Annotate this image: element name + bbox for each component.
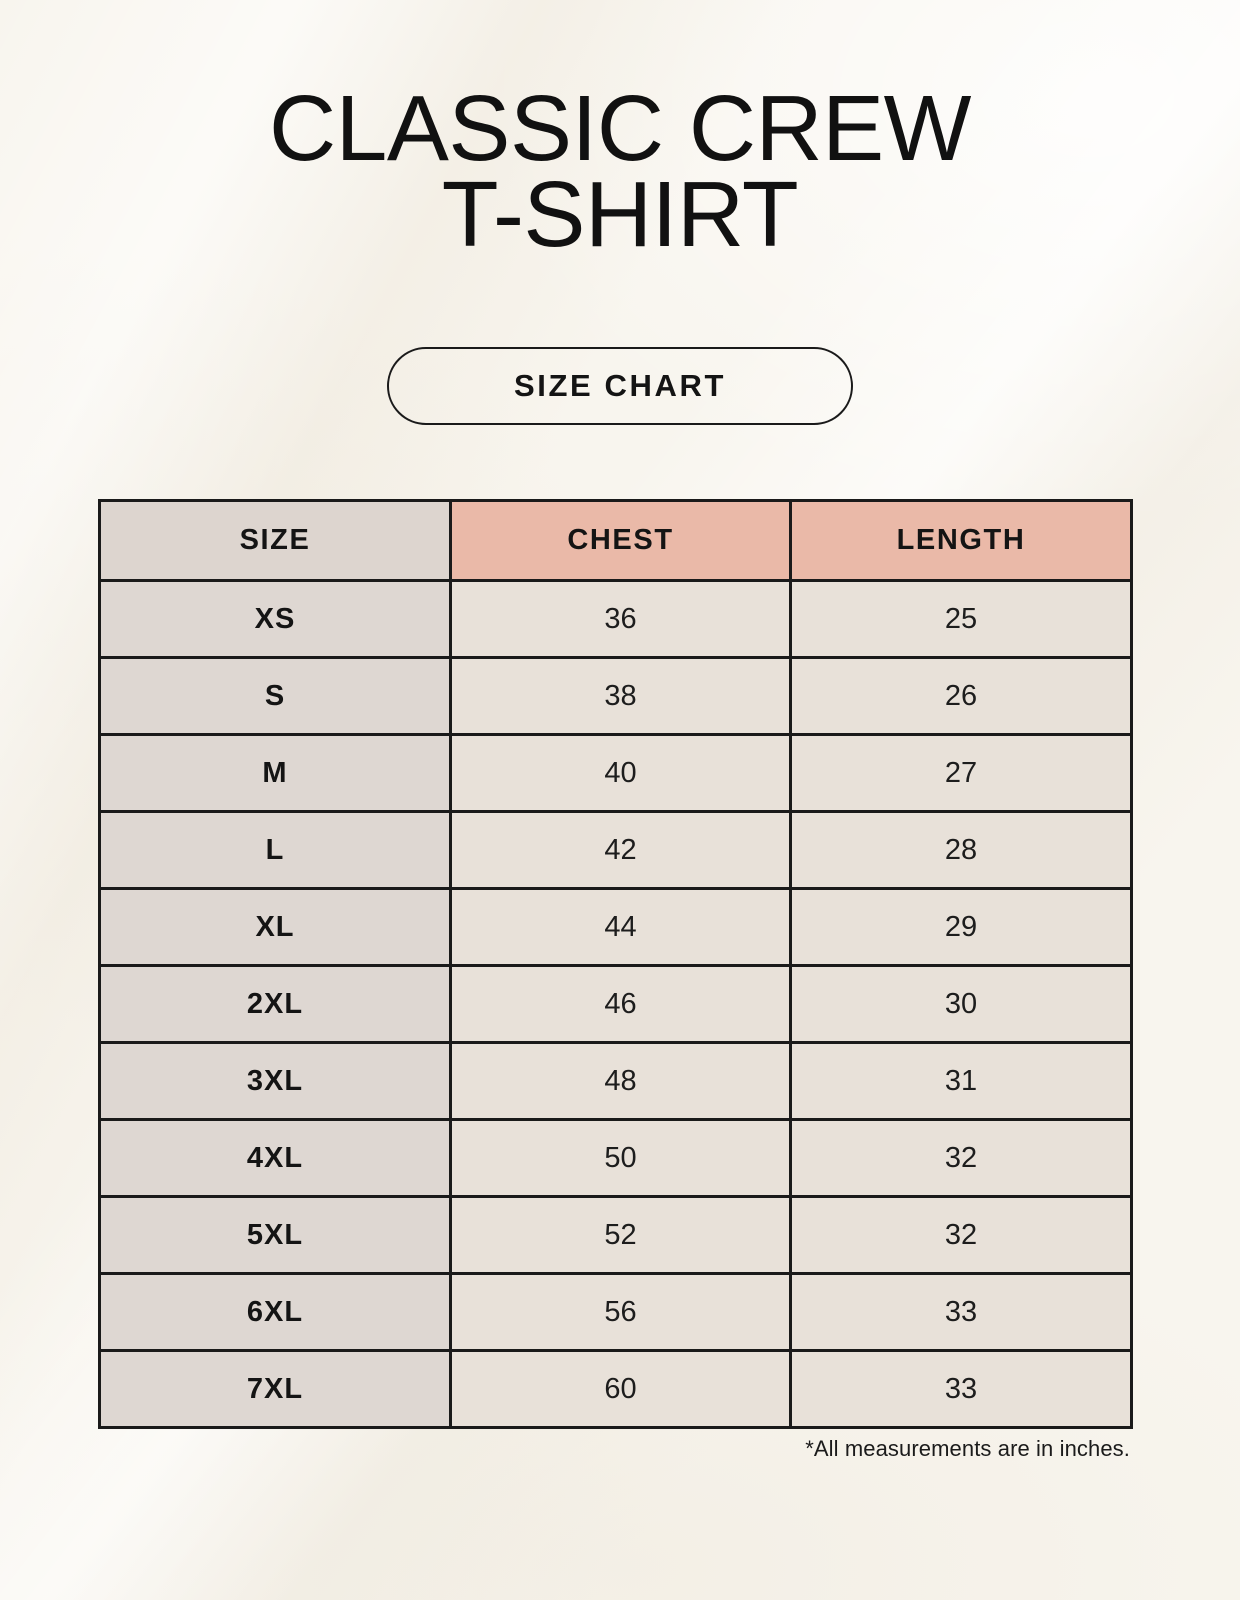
measurement-footnote: *All measurements are in inches.: [805, 1436, 1130, 1461]
cell-chest: 50: [449, 1118, 792, 1198]
table-row: 7XL 60 33: [98, 1349, 1133, 1429]
cell-length: 33: [789, 1349, 1133, 1429]
cell-size: 6XL: [98, 1272, 452, 1352]
size-table-container: SIZE CHEST LENGTH XS 36 25 S 38 26 M 40 27 L 42 28 X…: [98, 499, 1133, 1429]
table-row: 5XL 52 32: [98, 1195, 1133, 1275]
table-row: M 40 27: [98, 733, 1133, 813]
cell-size: M: [98, 733, 452, 813]
cell-length: 31: [789, 1041, 1133, 1121]
cell-chest: 42: [449, 810, 792, 890]
size-chart-badge-label: SIZE CHART: [514, 368, 726, 404]
cell-length: 25: [789, 579, 1133, 659]
cell-chest: 52: [449, 1195, 792, 1275]
size-table-body: XS 36 25 S 38 26 M 40 27 L 42 28 XL 44 29 2XL 46 30 3XL 48 3…: [98, 579, 1133, 1429]
cell-length: 30: [789, 964, 1133, 1044]
cell-length: 32: [789, 1118, 1133, 1198]
size-table-head: SIZE CHEST LENGTH: [98, 499, 1133, 582]
cell-chest: 56: [449, 1272, 792, 1352]
cell-size: 7XL: [98, 1349, 452, 1429]
table-row: XS 36 25: [98, 579, 1133, 659]
cell-size: 5XL: [98, 1195, 452, 1275]
cell-chest: 38: [449, 656, 792, 736]
table-row: 4XL 50 32: [98, 1118, 1133, 1198]
cell-size: L: [98, 810, 452, 890]
cell-chest: 60: [449, 1349, 792, 1429]
cell-size: S: [98, 656, 452, 736]
cell-size: XS: [98, 579, 452, 659]
table-row: 3XL 48 31: [98, 1041, 1133, 1121]
size-table: SIZE CHEST LENGTH XS 36 25 S 38 26 M 40 27 L 42 28 X…: [98, 499, 1133, 1429]
cell-size: 2XL: [98, 964, 452, 1044]
column-header-size: SIZE: [98, 499, 452, 582]
title-block: CLASSIC CREW T-SHIRT: [0, 0, 1240, 266]
page-title: CLASSIC CREW T-SHIRT: [269, 76, 971, 266]
cell-chest: 48: [449, 1041, 792, 1121]
column-header-length: LENGTH: [789, 499, 1133, 582]
column-header-chest: CHEST: [449, 499, 792, 582]
size-chart-badge: SIZE CHART: [387, 347, 853, 426]
cell-chest: 46: [449, 964, 792, 1044]
cell-length: 29: [789, 887, 1133, 967]
cell-length: 33: [789, 1272, 1133, 1352]
cell-length: 28: [789, 810, 1133, 890]
cell-chest: 40: [449, 733, 792, 813]
cell-length: 32: [789, 1195, 1133, 1275]
table-row: L 42 28: [98, 810, 1133, 890]
cell-length: 27: [789, 733, 1133, 813]
table-row: 6XL 56 33: [98, 1272, 1133, 1352]
badge-container: SIZE CHART: [0, 347, 1240, 426]
cell-chest: 44: [449, 887, 792, 967]
table-row: S 38 26: [98, 656, 1133, 736]
table-row: 2XL 46 30: [98, 964, 1133, 1044]
cell-chest: 36: [449, 579, 792, 659]
table-header-row: SIZE CHEST LENGTH: [98, 499, 1133, 582]
table-row: XL 44 29: [98, 887, 1133, 967]
cell-size: XL: [98, 887, 452, 967]
cell-size: 3XL: [98, 1041, 452, 1121]
cell-length: 26: [789, 656, 1133, 736]
cell-size: 4XL: [98, 1118, 452, 1198]
